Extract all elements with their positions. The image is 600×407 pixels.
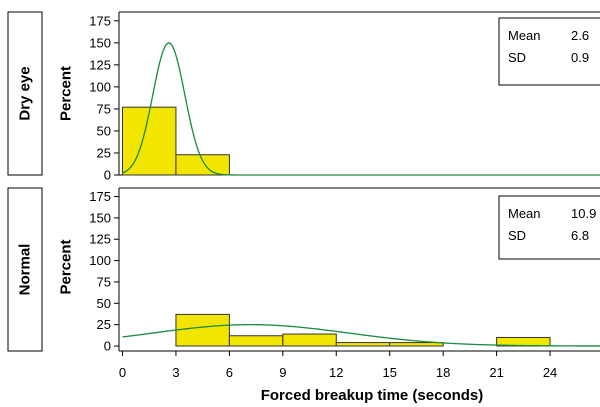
y-tick-label: 150	[89, 210, 111, 225]
histogram-bar	[175, 313, 230, 347]
y-tick-label: 25	[97, 317, 111, 332]
panels-layer: Dry eye Percent 0 25 50 75 100 125 150 175 Mean 2.6…	[7, 11, 600, 354]
x-tick-label: 6	[226, 365, 233, 380]
stats-box	[498, 17, 600, 86]
panel-dry-eye: Dry eye Percent 0 25 50 75 100 125 150 175 Mean 2.6…	[7, 11, 600, 183]
x-tick-label: 21	[489, 365, 503, 380]
histogram-bar	[389, 342, 444, 347]
y-tick-label: 75	[97, 274, 111, 289]
stat-label: Mean	[508, 28, 541, 43]
y-axis-title: Percent	[58, 66, 75, 121]
y-tick-label: 175	[89, 13, 111, 28]
stat-label: SD	[508, 228, 526, 243]
stat-label: SD	[508, 50, 526, 65]
group-label: Dry eye	[17, 66, 34, 120]
y-tick-label: 25	[97, 145, 111, 160]
x-tick-label: 15	[382, 365, 396, 380]
y-tick-label: 75	[97, 101, 111, 116]
y-tick-label: 100	[89, 253, 111, 268]
y-tick-label: 100	[89, 79, 111, 94]
y-tick-label: 175	[89, 189, 111, 204]
stat-value: 0.9	[571, 50, 589, 65]
y-axis-title: Percent	[58, 239, 75, 294]
histogram-bar	[282, 333, 337, 347]
y-tick-label: 0	[104, 339, 111, 354]
normal-curve-line	[122, 324, 600, 347]
y-tick-label: 50	[97, 296, 111, 311]
x-axis: 036912151821242	[119, 350, 600, 380]
x-tick-label: 3	[172, 365, 179, 380]
y-tick-label: 50	[97, 123, 111, 138]
x-tick-label: 18	[436, 365, 450, 380]
x-tick-label: 24	[543, 365, 557, 380]
stat-value: 2.6	[571, 28, 589, 43]
panel-normal: Normal Percent 0 25 50 75 100 125 150 175 Mean 10.9…	[7, 187, 600, 354]
stat-label: Mean	[508, 206, 541, 221]
stat-value: 6.8	[571, 228, 589, 243]
x-tick-label: 12	[329, 365, 343, 380]
histogram-bar	[122, 106, 177, 176]
group-label-box	[7, 11, 43, 176]
stat-value: 10.9	[571, 206, 596, 221]
x-tick-label: 9	[279, 365, 286, 380]
y-tick-label: 125	[89, 57, 111, 72]
normal-curve-line	[122, 42, 600, 176]
histogram-bar	[175, 154, 230, 176]
stats-box	[498, 195, 600, 260]
histogram-bar	[335, 342, 391, 347]
group-label-box	[7, 187, 43, 352]
x-axis-title: Forced breakup time (seconds)	[261, 387, 484, 404]
y-tick-label: 0	[104, 168, 111, 183]
y-tick-label: 150	[89, 35, 111, 50]
histogram-bar	[228, 335, 284, 347]
y-tick-label: 125	[89, 232, 111, 247]
group-label: Normal	[17, 244, 34, 296]
x-tick-label: 0	[119, 365, 126, 380]
